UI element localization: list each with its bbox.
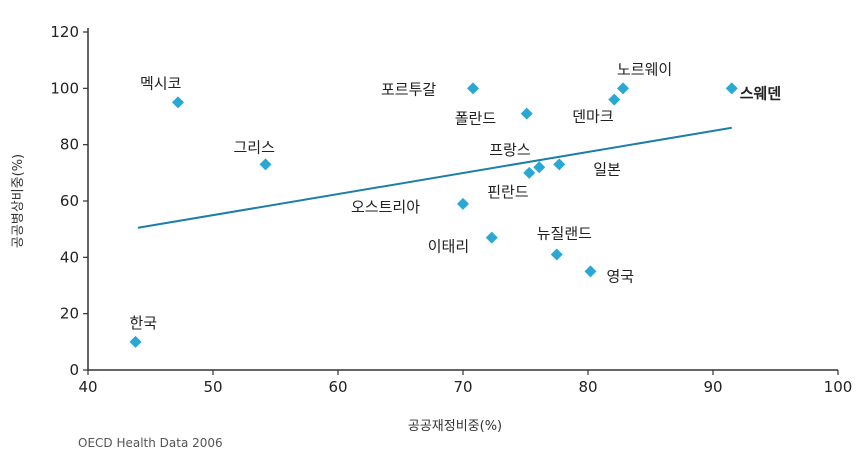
point-label: 뉴질랜드 [537,225,592,243]
y-tick-label: 0 [69,361,79,379]
x-tick-label: 100 [824,378,853,396]
data-point [550,248,563,261]
point-label: 일본 [593,160,621,178]
point-label: 그리스 [234,138,276,156]
data-point [467,82,479,95]
data-point [617,82,629,95]
y-tick-label: 60 [60,192,79,210]
point-label: 스웨덴 [740,84,781,102]
x-tick-label: 80 [578,378,597,396]
x-tick-label: 90 [703,378,722,396]
point-label: 핀란드 [487,183,529,201]
source-note: OECD Health Data 2006 [78,436,223,450]
data-point [259,158,272,171]
data-point [129,335,142,348]
point-label: 한국 [130,314,158,332]
data-point [584,265,597,278]
point-label: 노르웨이 [617,60,672,78]
point-label: 오스트리아 [351,198,420,216]
trend-line [137,126,732,229]
x-tick-label: 40 [78,378,97,396]
data-point [520,107,533,120]
y-tick-label: 100 [50,79,79,97]
data-point [533,161,546,174]
trendline-group [137,126,732,229]
data-point [608,93,621,106]
point-label: 영국 [607,267,635,285]
data-point [172,96,184,109]
point-label: 폴란드 [455,110,497,128]
y-tick-label: 40 [60,248,79,266]
data-point [553,158,566,171]
point-label: 덴마크 [572,108,613,126]
point-label: 멕시코 [140,74,181,92]
y-tick-label: 80 [60,136,79,154]
data-point [523,166,536,179]
y-tick-label: 120 [50,23,79,41]
x-axis-title: 공공재정비중(%) [408,419,502,434]
data-points [129,82,738,348]
x-tick-label: 70 [453,378,472,396]
x-tick-label: 60 [328,378,347,396]
y-tick-label: 20 [60,305,79,323]
y-axis-title: 공공병상비중(%) [11,154,26,248]
point-label: 포르투갈 [381,80,436,98]
data-point [485,231,498,244]
data-point [725,82,738,95]
point-label: 이태리 [428,238,469,256]
axes: 0 20 40 60 80 100 120 40 50 60 70 80 90 100 공공재정비중(%) 공… [11,23,852,434]
data-point [457,197,469,210]
point-label: 프랑스 [489,141,531,159]
x-tick-label: 50 [203,378,222,396]
